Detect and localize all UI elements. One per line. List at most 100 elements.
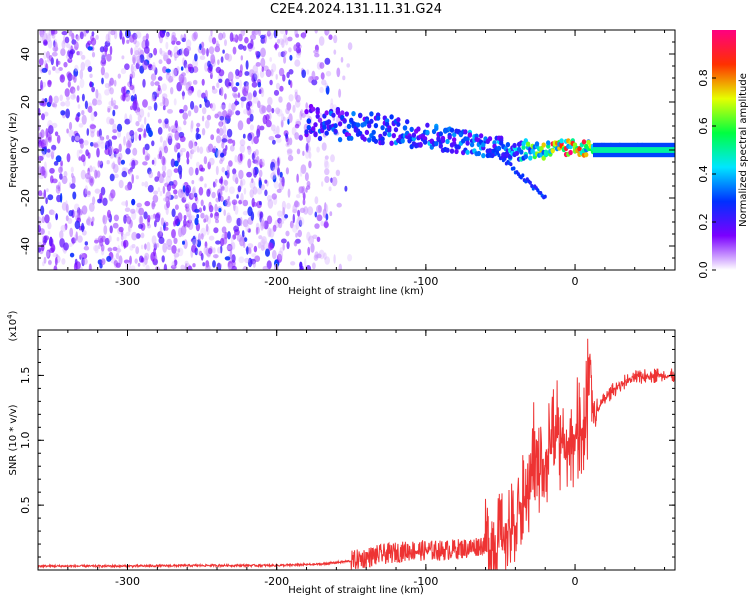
- heatmap-cell: [156, 243, 160, 248]
- heatmap-cell: [314, 251, 319, 259]
- heatmap-cell: [196, 145, 200, 153]
- heatmap-cell: [333, 123, 338, 129]
- heatmap-cell: [287, 155, 294, 162]
- heatmap-cell: [133, 52, 138, 59]
- heatmap-cell: [124, 118, 131, 125]
- heatmap-cell: [83, 30, 87, 37]
- heatmap-cell: [218, 69, 225, 77]
- heatmap-cell: [180, 47, 184, 56]
- heatmap-cell: [497, 153, 501, 158]
- heatmap-cell: [269, 79, 273, 86]
- heatmap-cell: [74, 136, 80, 141]
- heatmap-cell: [187, 89, 193, 96]
- heatmap-cell: [215, 240, 221, 245]
- heatmap-cell: [438, 131, 443, 137]
- heatmap-cell: [124, 184, 131, 191]
- heatmap-cell: [110, 97, 114, 107]
- heatmap-cell: [290, 80, 293, 89]
- heatmap-cell: [292, 209, 298, 214]
- heatmap-cell: [286, 241, 290, 250]
- heatmap-cell: [333, 254, 336, 264]
- heatmap-cell: [186, 158, 190, 165]
- heatmap-cell: [79, 78, 85, 89]
- heatmap-cell: [333, 49, 337, 55]
- heatmap-cell: [130, 95, 135, 102]
- heatmap-cell: [135, 62, 140, 70]
- heatmap-cell: [228, 82, 232, 87]
- heatmap-cell: [112, 160, 116, 169]
- heatmap-cell: [147, 167, 152, 175]
- heatmap-cell: [250, 34, 256, 41]
- heatmap-cell: [238, 70, 243, 78]
- heatmap-cell: [279, 30, 285, 35]
- heatmap-cell: [166, 238, 173, 247]
- heatmap-cell: [294, 123, 300, 129]
- heatmap-cell: [66, 128, 69, 134]
- snr-x-tick-label: -100: [413, 575, 438, 588]
- heatmap-cell: [349, 135, 354, 141]
- heatmap-cell: [222, 237, 228, 245]
- heatmap-cell: [60, 160, 63, 167]
- heatmap-cell: [95, 89, 99, 99]
- heatmap-cell: [207, 60, 211, 68]
- heatmap-cell: [400, 138, 405, 144]
- heatmap-cell: [38, 132, 41, 143]
- heatmap-cell: [252, 31, 257, 38]
- heatmap-cell: [123, 214, 127, 224]
- heatmap-cell: [260, 34, 266, 39]
- heatmap-cell: [53, 95, 59, 104]
- heatmap-cell: [274, 134, 281, 139]
- heatmap-cell: [63, 242, 69, 251]
- heatmap-cell: [290, 261, 296, 266]
- heatmap-cell: [206, 114, 212, 121]
- heatmap-cell: [299, 207, 306, 213]
- heatmap-cell: [54, 257, 58, 266]
- heatmap-cell: [204, 119, 210, 129]
- heatmap-cell: [81, 110, 85, 116]
- heatmap-cell: [172, 179, 178, 187]
- heatmap-cell: [87, 152, 91, 159]
- heatmap-cell: [91, 86, 95, 93]
- heatmap-cell: [273, 43, 279, 49]
- heatmap-cell: [304, 109, 309, 115]
- heatmap-cell: [258, 30, 261, 37]
- heatmap-cell: [208, 157, 215, 166]
- heatmap-cell: [387, 132, 392, 138]
- heatmap-cell: [120, 235, 124, 241]
- heatmap-cell: [285, 133, 288, 139]
- colorbar: 0.0 0.2 0.4 0.6 0.8 Normalized spectral ampl…: [697, 30, 749, 279]
- heatmap-cell: [237, 92, 241, 98]
- heatmap-cell: [234, 98, 238, 107]
- heatmap-cell: [239, 153, 243, 162]
- heatmap-cell: [259, 158, 263, 169]
- heatmap-cell: [162, 105, 166, 111]
- heatmap-cell: [74, 41, 79, 51]
- heatmap-cell: [136, 55, 141, 64]
- heatmap-cell: [134, 258, 138, 264]
- heatmap-cell: [240, 192, 244, 203]
- heatmap-cell: [238, 169, 244, 180]
- heatmap-cell: [224, 170, 228, 176]
- heatmap-cell: [267, 241, 273, 251]
- heatmap-cell: [230, 236, 234, 244]
- heatmap-cell: [208, 235, 215, 241]
- heatmap-cell: [233, 225, 240, 232]
- heatmap-cell: [276, 38, 281, 44]
- heatmap-cell: [96, 147, 100, 158]
- heatmap-cell: [324, 130, 329, 136]
- heatmap-cell: [130, 265, 136, 270]
- heatmap-cell: [351, 111, 356, 117]
- heatmap-cell: [232, 173, 238, 183]
- heatmap-cell: [267, 215, 273, 225]
- heatmap-cell: [105, 140, 111, 150]
- heatmap-cell: [249, 124, 254, 131]
- heatmap-cell: [503, 156, 507, 161]
- heatmap-cell: [87, 215, 91, 222]
- snr-x-axis-label: Height of straight line (km): [288, 585, 424, 596]
- heatmap-cell: [124, 207, 131, 212]
- heatmap-cell: [312, 234, 318, 240]
- heatmap-cell: [162, 66, 167, 74]
- heatmap-cell: [219, 115, 225, 121]
- heatmap-cell: [300, 164, 307, 175]
- heatmap-cell: [271, 63, 277, 73]
